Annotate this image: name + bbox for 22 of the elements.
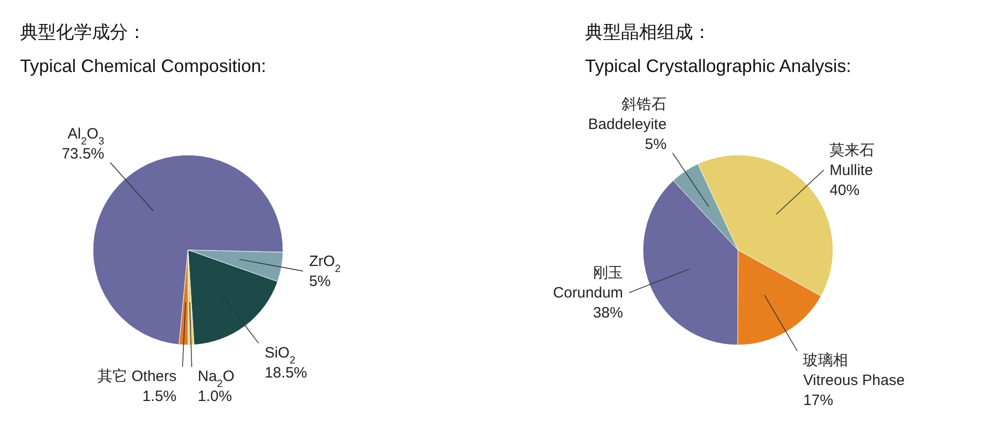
chart-title: 典型化学成分：	[20, 22, 146, 42]
chart-subtitle: Typical Crystallographic Analysis:	[585, 56, 852, 76]
data-label: 5%	[644, 136, 667, 154]
slice-label: 莫来石 Mullite	[830, 142, 875, 180]
slice-label: ZrO$_{2}$	[309, 253, 341, 276]
data-label: 18.5%	[264, 364, 308, 382]
data-label: 40%	[830, 182, 860, 200]
slice-label: SiO$_{2}$	[264, 344, 296, 366]
slice-label: 斜锆石 Baddeleyite	[588, 96, 667, 134]
slice-label: 刚玉 Corundum	[553, 264, 624, 302]
data-label: 38%	[593, 304, 624, 322]
chart-subtitle: Typical Chemical Composition:	[20, 56, 266, 76]
slice-label: Na$_{2}$O	[198, 368, 234, 390]
chart-title: 典型晶相组成：	[585, 22, 711, 42]
data-label: 73.5%	[62, 146, 104, 163]
data-label: 5%	[309, 273, 331, 290]
data-label: 1.0%	[198, 388, 232, 405]
slice-label: Al$_{2}$O$_{3}$	[68, 126, 104, 148]
slice-label: 其它 Others	[97, 368, 177, 385]
data-label: 1.5%	[142, 388, 177, 405]
slice-label: 玻璃相 Vitreous Phase	[803, 352, 905, 389]
data-label: 17%	[803, 392, 834, 409]
